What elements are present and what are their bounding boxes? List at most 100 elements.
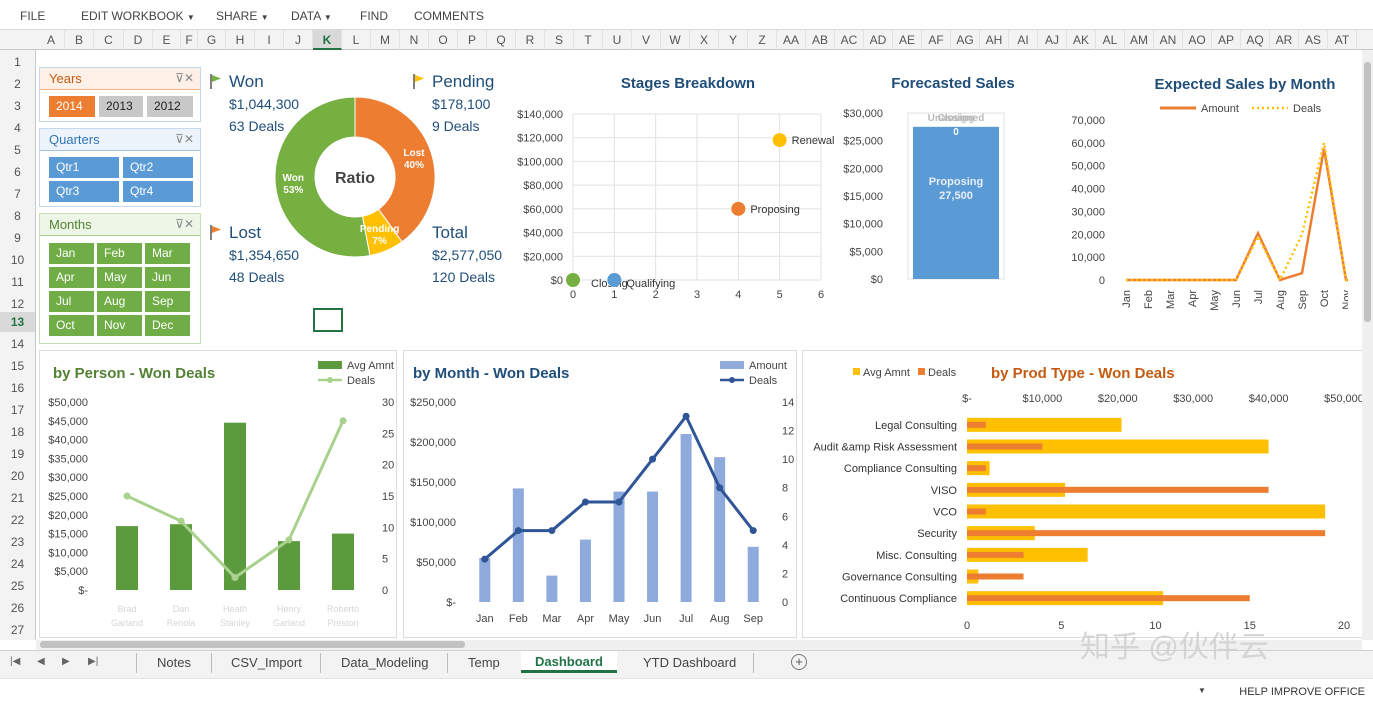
column-header-ac[interactable]: AC	[835, 30, 864, 50]
row-header-3[interactable]: 3	[14, 99, 21, 113]
slicer-item-feb[interactable]: Feb	[97, 243, 142, 264]
column-header-ar[interactable]: AR	[1270, 30, 1299, 50]
row-header-14[interactable]: 14	[10, 337, 25, 351]
column-header-m[interactable]: M	[371, 30, 400, 50]
slicer-item-jun[interactable]: Jun	[145, 267, 190, 288]
column-header-a[interactable]: A	[38, 30, 65, 50]
row-header-2[interactable]: 2	[14, 77, 21, 91]
column-header-i[interactable]: I	[255, 30, 284, 50]
tab-data-modeling[interactable]: Data_Modeling	[341, 655, 429, 670]
chevron-down-icon[interactable]: ▼	[1198, 686, 1206, 695]
row-header-22[interactable]: 22	[10, 513, 25, 527]
row-header-9[interactable]: 9	[14, 231, 21, 245]
row-header-4[interactable]: 4	[14, 121, 21, 135]
column-header-ae[interactable]: AE	[893, 30, 922, 50]
column-header-an[interactable]: AN	[1154, 30, 1183, 50]
clear-filter-icon[interactable]: ⊽✕	[175, 71, 194, 85]
column-header-aa[interactable]: AA	[777, 30, 806, 50]
row-header-24[interactable]: 24	[10, 557, 25, 571]
column-header-at[interactable]: AT	[1328, 30, 1357, 50]
slicer-item-qtr3[interactable]: Qtr3	[49, 181, 119, 202]
slicer-item-dec[interactable]: Dec	[145, 315, 190, 336]
column-header-f[interactable]: F	[181, 30, 198, 50]
scrollbar-thumb[interactable]	[1364, 62, 1371, 322]
horizontal-scrollbar[interactable]	[36, 640, 1362, 650]
row-header-25[interactable]: 25	[10, 579, 25, 593]
clear-filter-icon[interactable]: ⊽✕	[175, 132, 194, 146]
share-menu[interactable]: SHARE ▼	[216, 9, 269, 23]
row-header-20[interactable]: 20	[10, 469, 25, 483]
slicer-item-jul[interactable]: Jul	[49, 291, 94, 312]
slicer-item-2014[interactable]: 2014	[49, 96, 95, 117]
column-header-y[interactable]: Y	[719, 30, 748, 50]
tab-dashboard[interactable]: Dashboard	[521, 651, 617, 673]
last-sheet-icon[interactable]: ▶|	[88, 656, 99, 667]
row-header-1[interactable]: 1	[14, 55, 21, 69]
column-header-al[interactable]: AL	[1096, 30, 1125, 50]
column-header-l[interactable]: L	[342, 30, 371, 50]
add-sheet-icon[interactable]: +	[791, 654, 807, 670]
slicer-item-oct[interactable]: Oct	[49, 315, 94, 336]
column-header-u[interactable]: U	[603, 30, 632, 50]
first-sheet-icon[interactable]: |◀	[10, 656, 21, 667]
tab-temp[interactable]: Temp	[468, 655, 500, 670]
row-header-7[interactable]: 7	[14, 187, 21, 201]
column-header-ag[interactable]: AG	[951, 30, 980, 50]
clear-filter-icon[interactable]: ⊽✕	[175, 217, 194, 231]
slicer-item-mar[interactable]: Mar	[145, 243, 190, 264]
tab-ytd-dashboard[interactable]: YTD Dashboard	[643, 655, 737, 670]
column-header-ak[interactable]: AK	[1067, 30, 1096, 50]
column-header-as[interactable]: AS	[1299, 30, 1328, 50]
tab-csv-import[interactable]: CSV_Import	[231, 655, 302, 670]
column-header-z[interactable]: Z	[748, 30, 777, 50]
slicer-item-may[interactable]: May	[97, 267, 142, 288]
column-header-p[interactable]: P	[458, 30, 487, 50]
column-header-k[interactable]: K	[313, 30, 342, 50]
data-menu[interactable]: DATA ▼	[291, 9, 332, 23]
column-header-s[interactable]: S	[545, 30, 574, 50]
column-header-aj[interactable]: AJ	[1038, 30, 1067, 50]
column-header-v[interactable]: V	[632, 30, 661, 50]
column-header-e[interactable]: E	[153, 30, 181, 50]
column-header-t[interactable]: T	[574, 30, 603, 50]
row-header-17[interactable]: 17	[10, 403, 25, 417]
slicer-item-sep[interactable]: Sep	[145, 291, 190, 312]
column-header-n[interactable]: N	[400, 30, 429, 50]
column-header-ap[interactable]: AP	[1212, 30, 1241, 50]
column-header-d[interactable]: D	[124, 30, 153, 50]
row-header-6[interactable]: 6	[14, 165, 21, 179]
slicer-item-nov[interactable]: Nov	[97, 315, 142, 336]
row-header-15[interactable]: 15	[10, 359, 25, 373]
slicer-item-qtr4[interactable]: Qtr4	[123, 181, 193, 202]
slicer-item-2012[interactable]: 2012	[147, 96, 193, 117]
column-header-ad[interactable]: AD	[864, 30, 893, 50]
column-header-af[interactable]: AF	[922, 30, 951, 50]
column-header-r[interactable]: R	[516, 30, 545, 50]
next-sheet-icon[interactable]: ▶	[62, 656, 70, 667]
row-header-18[interactable]: 18	[10, 425, 25, 439]
row-header-8[interactable]: 8	[14, 209, 21, 223]
help-improve-office-link[interactable]: HELP IMPROVE OFFICE	[1239, 686, 1365, 698]
column-header-ah[interactable]: AH	[980, 30, 1009, 50]
column-header-o[interactable]: O	[429, 30, 458, 50]
row-header-5[interactable]: 5	[14, 143, 21, 157]
column-header-h[interactable]: H	[226, 30, 255, 50]
slicer-item-apr[interactable]: Apr	[49, 267, 94, 288]
tab-notes[interactable]: Notes	[157, 655, 191, 670]
find-button[interactable]: FIND	[360, 9, 388, 23]
row-header-19[interactable]: 19	[10, 447, 25, 461]
row-header-21[interactable]: 21	[10, 491, 25, 505]
scrollbar-thumb[interactable]	[40, 641, 465, 648]
file-menu[interactable]: FILE	[20, 9, 46, 23]
column-header-x[interactable]: X	[690, 30, 719, 50]
column-header-c[interactable]: C	[94, 30, 124, 50]
active-cell[interactable]	[313, 308, 343, 332]
column-header-q[interactable]: Q	[487, 30, 516, 50]
column-header-w[interactable]: W	[661, 30, 690, 50]
column-header-am[interactable]: AM	[1125, 30, 1154, 50]
column-header-g[interactable]: G	[198, 30, 226, 50]
column-header-ao[interactable]: AO	[1183, 30, 1212, 50]
column-header-ab[interactable]: AB	[806, 30, 835, 50]
row-header-27[interactable]: 27	[10, 623, 25, 637]
prev-sheet-icon[interactable]: ◀	[37, 656, 45, 667]
